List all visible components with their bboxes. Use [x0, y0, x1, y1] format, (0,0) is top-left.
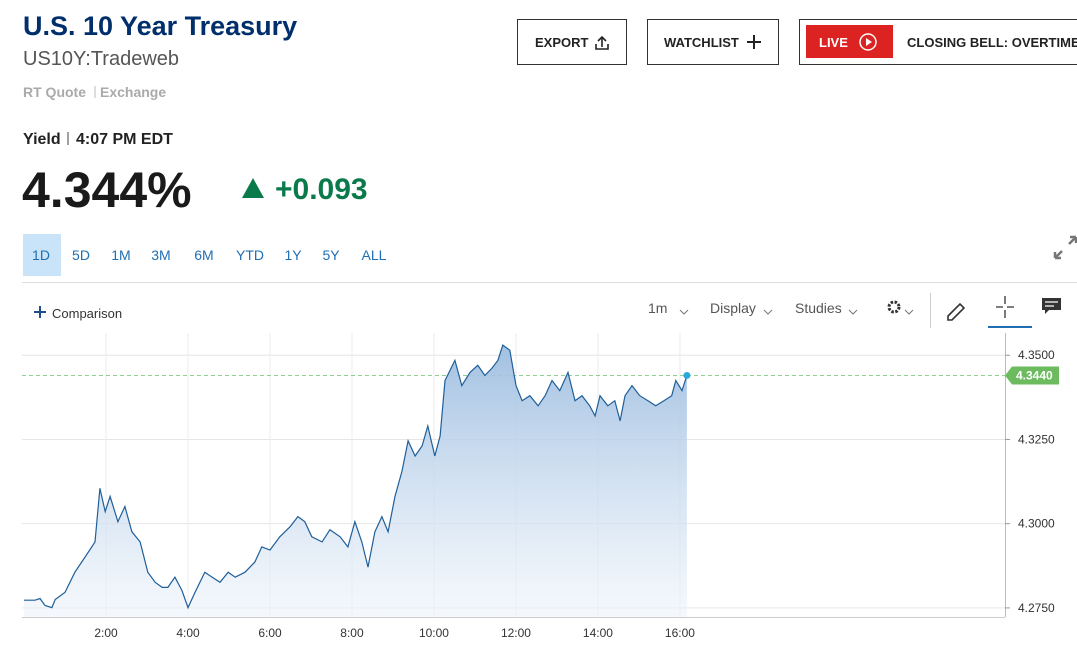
comparison[interactable]: Comparison	[52, 306, 122, 321]
range-tab[interactable]: YTD	[236, 247, 264, 263]
x-tick-label: 4:00	[176, 626, 200, 640]
range-tab[interactable]: 5D	[72, 247, 90, 263]
studies[interactable]: Studies	[795, 300, 842, 316]
interval[interactable]: 1m	[648, 300, 667, 316]
range-tab[interactable]: 6M	[194, 247, 213, 263]
x-tick-label: 14:00	[583, 626, 613, 640]
chevron[interactable]	[679, 309, 689, 315]
quote-type: RT Quote	[23, 84, 86, 100]
x-tick-label: 8:00	[340, 626, 364, 640]
chevron[interactable]	[904, 309, 914, 315]
x-tick-label: 2:00	[94, 626, 118, 640]
button-label[interactable]: EXPORT	[535, 35, 589, 50]
range-tab[interactable]: 1Y	[284, 247, 302, 263]
button-label[interactable]: WATCHLIST	[664, 35, 739, 50]
last-value-badge	[1005, 366, 1059, 385]
play-icon[interactable]	[866, 38, 872, 46]
x-tick-label: 6:00	[258, 626, 282, 640]
x-tick-label: 16:00	[665, 626, 695, 640]
title: U.S. 10 Year Treasury	[23, 11, 297, 41]
display[interactable]: Display	[710, 300, 756, 316]
up-arrow	[242, 178, 264, 198]
range-tab[interactable]: 3M	[151, 247, 170, 263]
live-label[interactable]: LIVE	[819, 35, 848, 50]
live-show[interactable]: CLOSING BELL: OVERTIME	[907, 35, 1077, 50]
range-tab[interactable]: 1D	[32, 247, 50, 263]
x-tick-label: 10:00	[419, 626, 449, 640]
plus-icon[interactable]	[747, 35, 761, 49]
live-badge[interactable]	[806, 25, 893, 58]
export-icon[interactable]	[595, 35, 609, 50]
button-frame[interactable]	[517, 19, 627, 65]
play-icon[interactable]	[859, 33, 877, 51]
watchlist-button[interactable]: WATCHLIST	[647, 19, 779, 65]
price-line	[24, 344, 688, 610]
plot: 4.2750 4.3000 4.3250 4.3500 2:00 4:00 6:00 8:00…	[22, 333, 1059, 640]
symbol: US10Y:Tradeweb	[23, 48, 179, 70]
exchange: Exchange	[100, 84, 166, 100]
live-button[interactable]: LIVE CLOSING BELL: OVERTIME	[799, 19, 1077, 65]
range-tab[interactable]: 5Y	[322, 247, 340, 263]
price: 4.344%	[22, 162, 192, 218]
crosshair-icon[interactable]	[996, 296, 1014, 318]
range-tabs: 1D 5D 1M 3M 6M YTD 1Y 5Y ALL	[32, 247, 387, 263]
comment-icon[interactable]	[1045, 301, 1058, 307]
area-fill	[24, 345, 687, 617]
y-tick-label: 4.3500	[1018, 348, 1055, 362]
gear-icon[interactable]	[887, 300, 901, 314]
pencil-icon[interactable]	[947, 302, 966, 321]
range-tab[interactable]: 1M	[111, 247, 130, 263]
chevron[interactable]	[763, 309, 773, 315]
y-tick-label: 4.2750	[1018, 601, 1055, 615]
y-tick-label: 4.3000	[1018, 517, 1055, 531]
export-button[interactable]: EXPORT	[517, 19, 627, 65]
x-tick-label: 12:00	[501, 626, 531, 640]
y-tick-label: 4.3250	[1018, 432, 1055, 446]
plus-icon[interactable]	[34, 306, 46, 318]
change: +0.093	[275, 173, 368, 206]
last-point	[683, 371, 691, 379]
last-value-label: 4.3440	[1016, 368, 1053, 382]
quote-label: Yield	[23, 131, 61, 148]
quote-time: 4:07 PM EDT	[76, 131, 173, 148]
expand-icon[interactable]	[1053, 235, 1077, 260]
chevron[interactable]	[848, 309, 858, 315]
active-tab	[23, 234, 61, 276]
range-tab[interactable]: ALL	[362, 247, 387, 263]
